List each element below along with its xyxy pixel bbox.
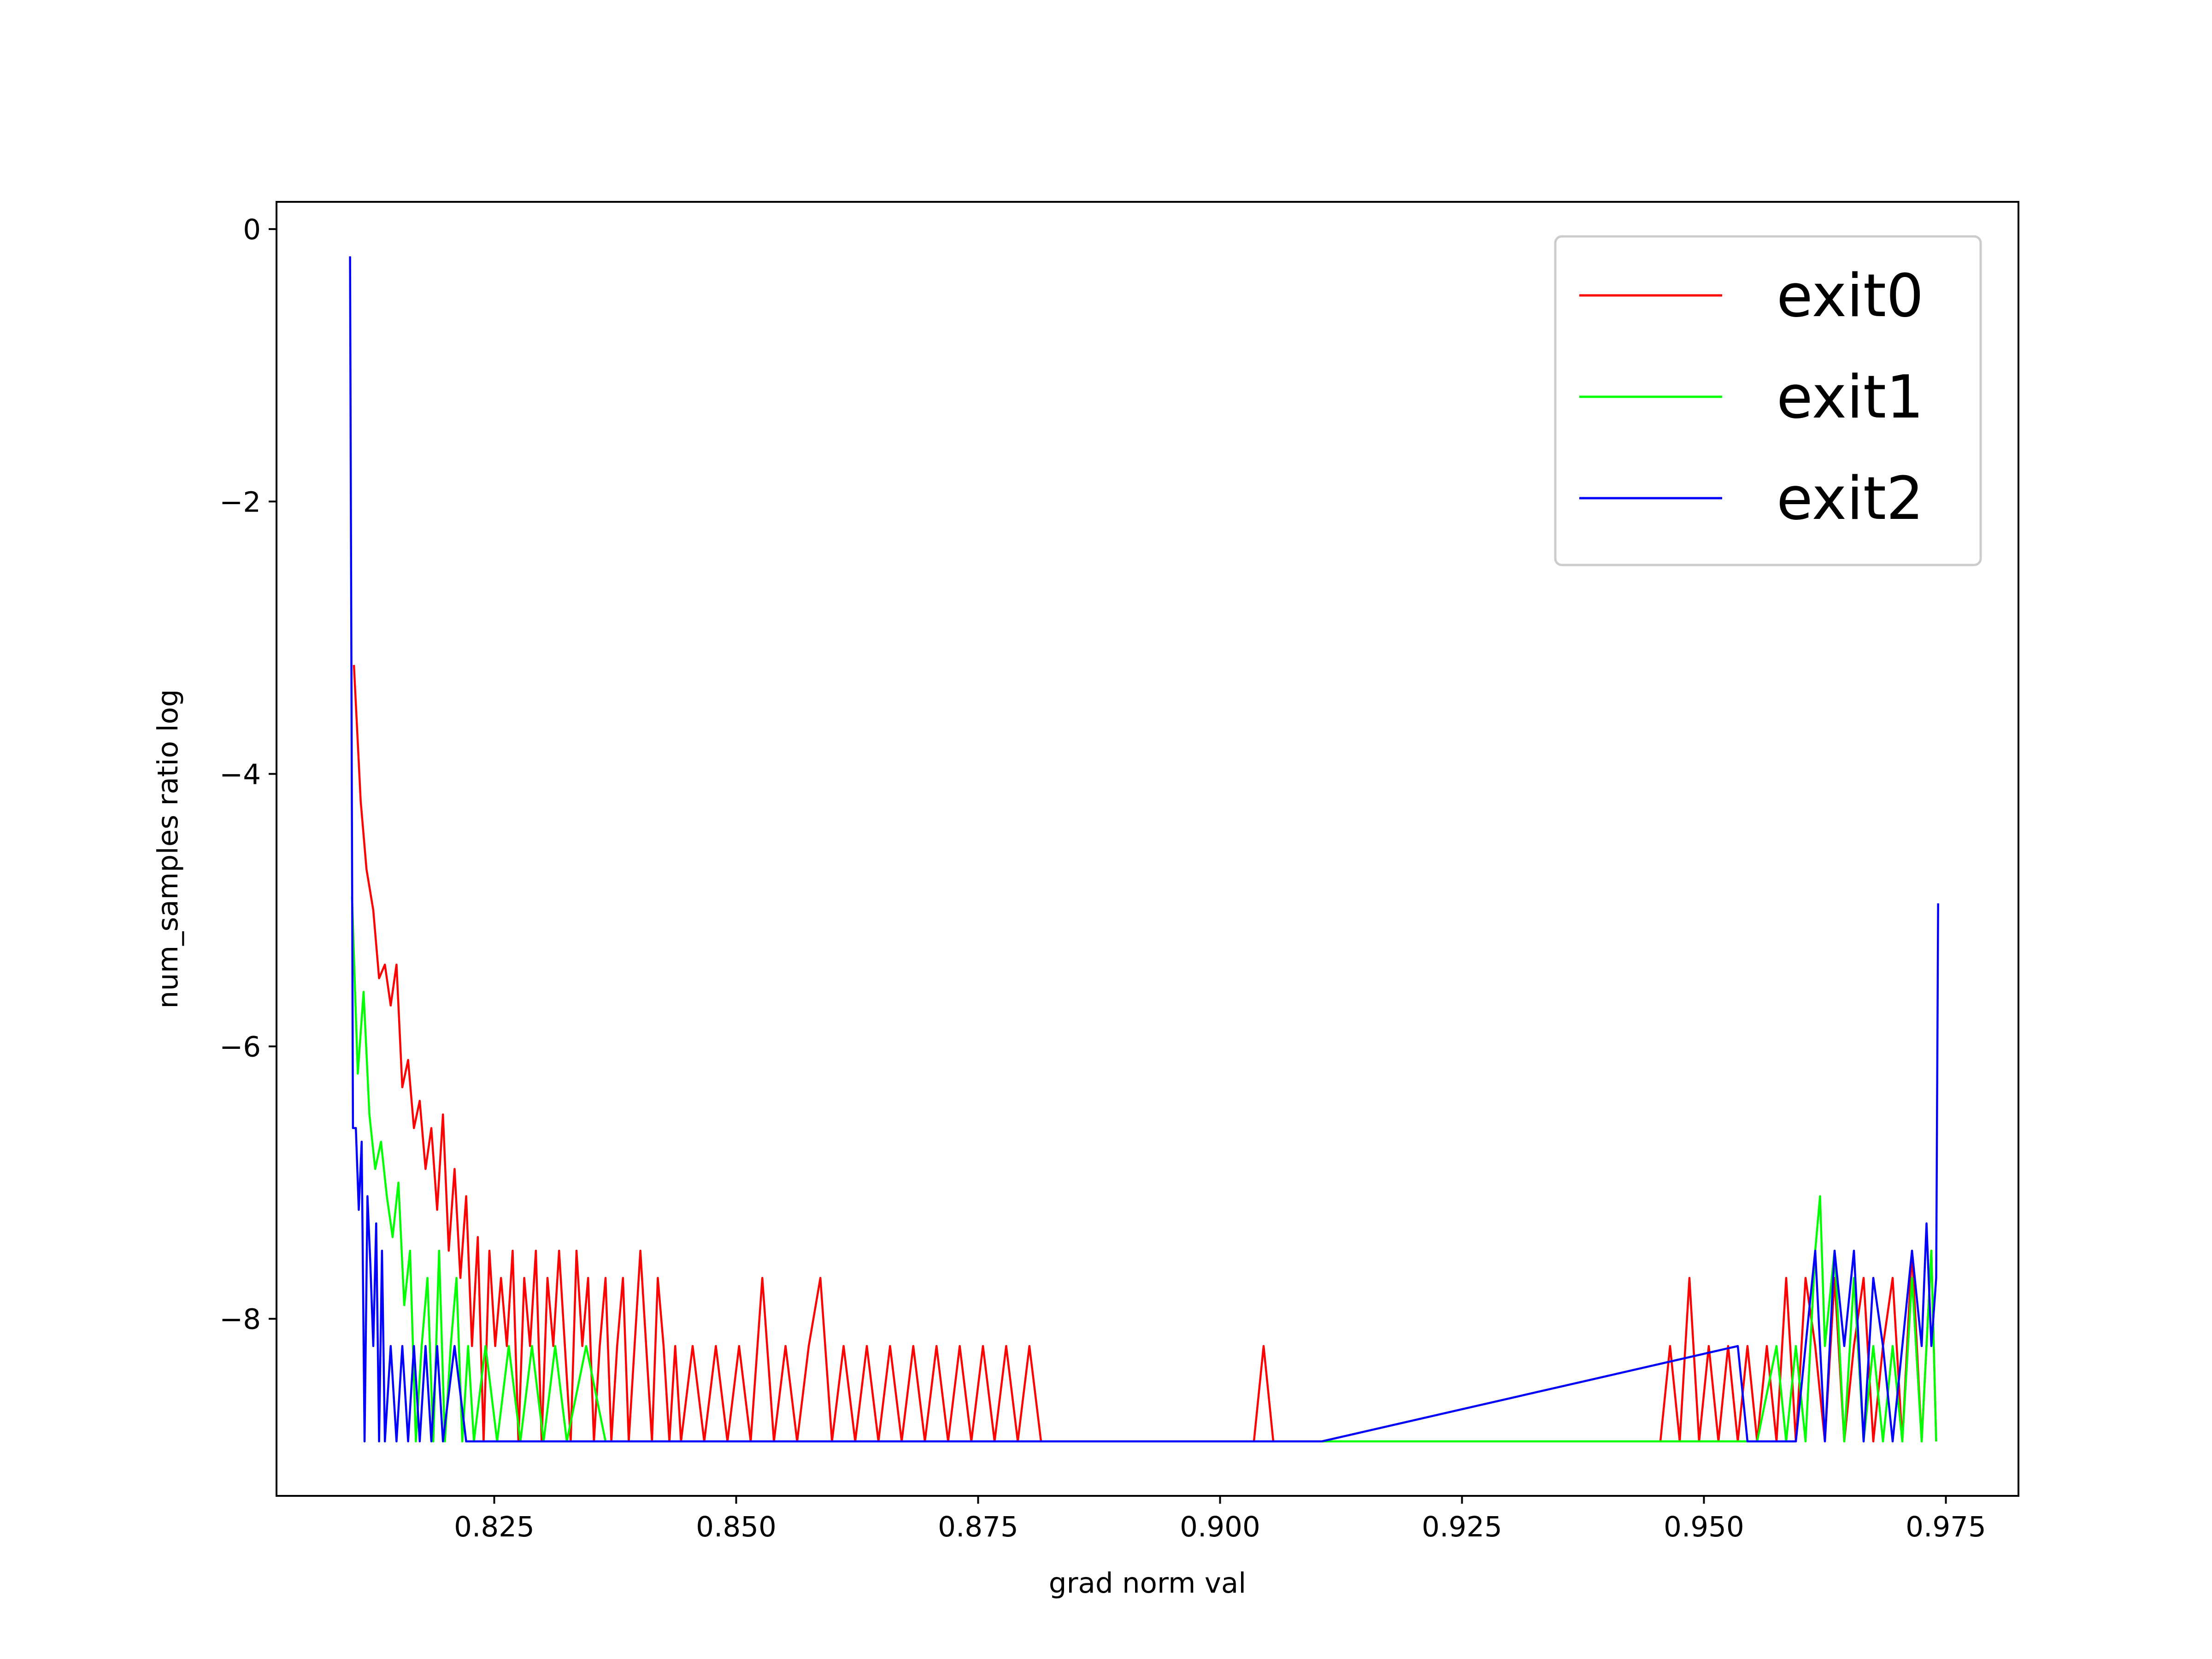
x-tick-label: 0.975 xyxy=(1906,1511,1986,1543)
x-tick-label: 0.825 xyxy=(454,1511,535,1543)
y-tick-label: −4 xyxy=(219,758,261,791)
y-tick-label: 0 xyxy=(243,213,261,246)
plot-frame xyxy=(276,201,2019,1497)
x-tick-label: 0.950 xyxy=(1664,1511,1744,1543)
legend-box xyxy=(1554,235,1982,566)
legend: exit0 exit1 exit2 xyxy=(1554,235,1982,566)
y-tick-label: −2 xyxy=(219,486,261,518)
axes-layer: 0.825 0.850 0.875 0.900 0.925 0.950 0.975 0 −2 −4… xyxy=(152,201,2019,1600)
legend-label-exit1: exit1 xyxy=(1777,363,1924,432)
y-tick-label: −6 xyxy=(219,1031,261,1064)
y-axis-title: num_samples ratio log xyxy=(152,689,184,1008)
series-line-exit2 xyxy=(349,256,1939,1443)
x-tick-label: 0.850 xyxy=(696,1511,777,1543)
series-layer xyxy=(349,256,1939,1443)
legend-label-exit2: exit2 xyxy=(1777,465,1924,533)
x-tick-label: 0.925 xyxy=(1422,1511,1502,1543)
x-tick-label: 0.875 xyxy=(938,1511,1018,1543)
x-axis-title: grad norm val xyxy=(1049,1567,1247,1600)
legend-label-exit0: exit0 xyxy=(1777,262,1924,330)
x-tick-label: 0.900 xyxy=(1180,1511,1260,1543)
series-line-exit0 xyxy=(353,665,1937,1443)
y-tick-label: −8 xyxy=(219,1303,261,1336)
